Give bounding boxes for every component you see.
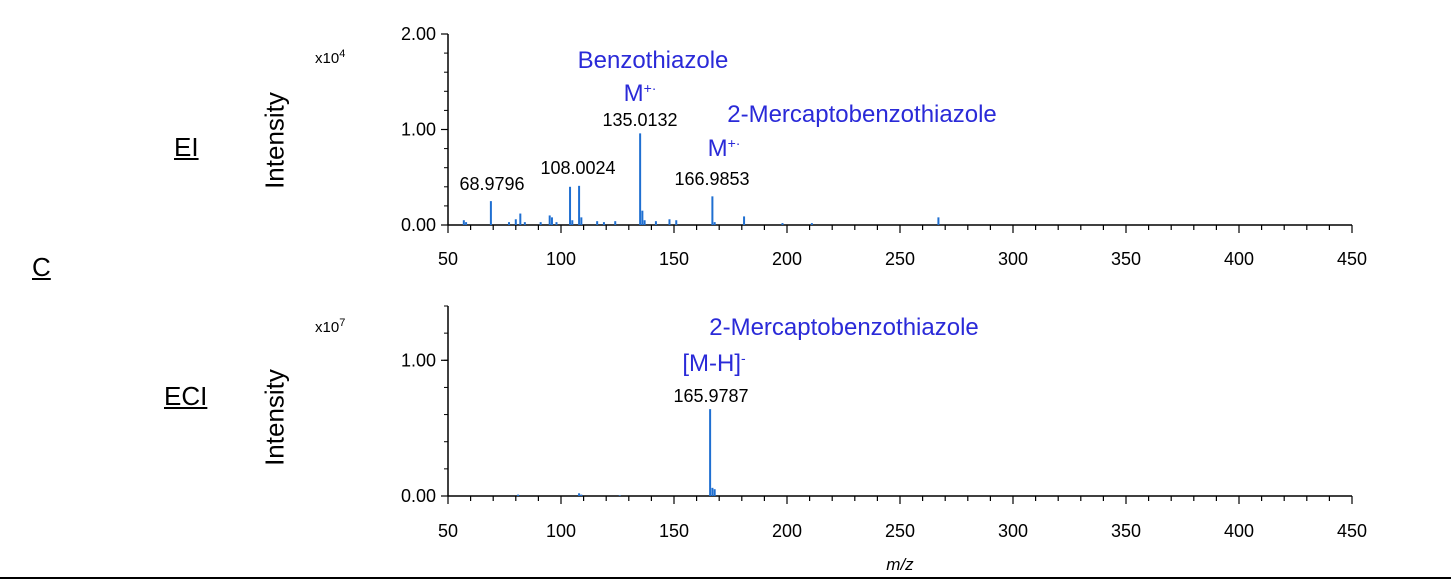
eci-x-tick-label: 50 xyxy=(438,521,458,541)
ei-peak-label: 108.0024 xyxy=(540,158,615,178)
eci-x-tick-label: 400 xyxy=(1224,521,1254,541)
ei-x-tick-label: 300 xyxy=(998,249,1028,269)
ei-multiplier-base: x10 xyxy=(315,50,340,67)
ei-spectrum-panel: 50 100 150 200 250 300 350 400 450 0.00 1.00 2.00 68… xyxy=(401,24,1367,269)
ei-y-tick-label: 0.00 xyxy=(401,215,436,235)
ei-mode-label: EI xyxy=(174,132,199,162)
ei-multiplier-exp: 4 xyxy=(339,48,346,60)
eci-spectrum-panel: 50 100 150 200 250 300 350 400 450 0.00 1.00 165.97… xyxy=(401,305,1367,574)
eci-mode-label: ECI xyxy=(164,381,208,411)
eci-compound-annotation: 2-Mercaptobenzothiazole xyxy=(709,314,979,341)
ei-x-tick-label: 150 xyxy=(659,249,689,269)
ei-compound-annotation: M+· xyxy=(624,80,657,107)
eci-x-tick-label: 450 xyxy=(1337,521,1367,541)
ei-x-tick-label: 350 xyxy=(1111,249,1141,269)
ei-x-tick-label: 200 xyxy=(772,249,802,269)
eci-y-tick-label: 0.00 xyxy=(401,486,436,506)
eci-x-tick-label: 100 xyxy=(546,521,576,541)
eci-x-tick-label: 150 xyxy=(659,521,689,541)
eci-multiplier-exp: 7 xyxy=(339,317,346,329)
panel-label: C xyxy=(32,252,51,282)
eci-multiplier-base: x10 xyxy=(315,319,340,336)
ei-y-tick-label: 1.00 xyxy=(401,120,436,140)
ei-x-tick-label: 100 xyxy=(546,249,576,269)
ei-compound-annotation: Benzothiazole xyxy=(578,47,729,74)
eci-x-tick-label: 300 xyxy=(998,521,1028,541)
eci-y-multiplier: x107 xyxy=(315,317,345,336)
x-axis-label: m/z xyxy=(886,555,914,574)
ei-peak-label: 68.9796 xyxy=(459,174,524,194)
ei-peak-label: 135.0132 xyxy=(602,110,677,130)
ei-compound-annotation: M+· xyxy=(708,135,741,162)
eci-y-tick-label: 1.00 xyxy=(401,350,436,370)
ei-peak-label: 166.9853 xyxy=(674,169,749,189)
ei-y-tick-label: 2.00 xyxy=(401,24,436,44)
ei-x-tick-label: 400 xyxy=(1224,249,1254,269)
ei-compound-annotation: 2-Mercaptobenzothiazole xyxy=(727,101,997,128)
eci-x-tick-label: 200 xyxy=(772,521,802,541)
ei-x-tick-label: 450 xyxy=(1337,249,1367,269)
eci-peak-label: 165.9787 xyxy=(673,386,748,406)
bottom-rule xyxy=(0,577,1451,579)
eci-compound-annotation: [M-H]- xyxy=(682,350,746,377)
eci-x-tick-label: 250 xyxy=(885,521,915,541)
eci-x-tick-label: 350 xyxy=(1111,521,1141,541)
ei-x-tick-label: 50 xyxy=(438,249,458,269)
ei-y-multiplier: x104 xyxy=(315,48,345,67)
ei-x-tick-label: 250 xyxy=(885,249,915,269)
